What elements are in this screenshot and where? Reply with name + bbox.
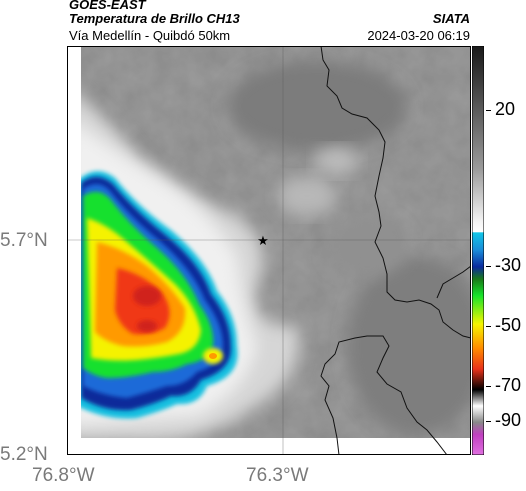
- colorbar-label-m30: -30: [495, 255, 522, 275]
- department-border-3: [320, 335, 448, 455]
- colorbar-label-m50: -50: [495, 315, 522, 335]
- colorbar-tick: [486, 421, 491, 422]
- colorbar-label-20: 20: [495, 99, 516, 119]
- colorbar-label-m90: -90: [495, 410, 522, 430]
- convective-cloud: [77, 171, 238, 419]
- lat-label-1: 5.7°N: [0, 230, 48, 251]
- product-title: Temperatura de Brillo CH13: [69, 11, 240, 26]
- lat-label-2: 5.2°N: [0, 444, 48, 465]
- region-subtitle: Vía Medellín - Quibdó 50km: [69, 28, 231, 43]
- map-panel[interactable]: ★: [67, 46, 471, 455]
- datetime-label: 2024-03-20 06:19: [367, 28, 470, 43]
- colorbar-tick: [486, 386, 491, 387]
- lon-label-2: 76.3°W: [246, 465, 309, 486]
- colorbar-label-m70: -70: [495, 375, 522, 395]
- location-star-icon: ★: [257, 234, 269, 249]
- colorbar-tick: [486, 326, 491, 327]
- lon-label-1: 76.8°W: [32, 465, 95, 486]
- colorbar-tick: [486, 110, 491, 111]
- map-canvas: ★: [67, 46, 471, 455]
- department-border-2: [436, 265, 471, 299]
- department-border: [320, 46, 471, 339]
- satellite-title: GOES-EAST: [69, 0, 146, 12]
- colorbar: [472, 46, 484, 455]
- agency-label: SIATA: [432, 11, 470, 26]
- colorbar-tick: [486, 266, 491, 267]
